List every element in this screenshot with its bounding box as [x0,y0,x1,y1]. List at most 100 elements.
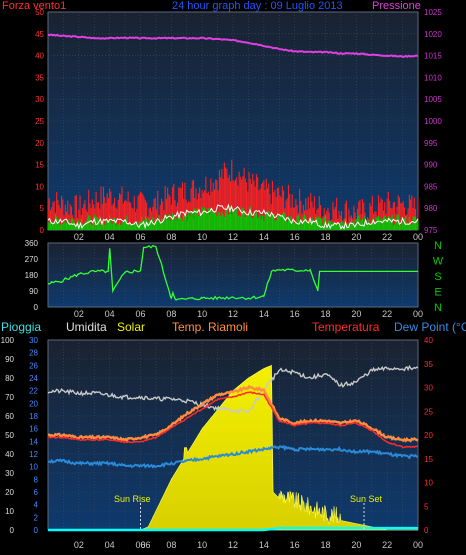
panel3-x-tick-label: 02 [74,540,84,550]
pressure-y-tick-label: 1015 [424,52,442,61]
pressure-axis-label: Pressione [372,0,421,12]
panel3-x-tick-label: 14 [259,540,269,550]
solar-y-tick-label: 28 [29,349,38,358]
solar-y-tick-label: 18 [29,412,38,421]
solar-header: Solar [117,320,146,334]
temperature-y-tick-label: 25 [424,407,433,416]
wind-average-line [47,203,419,230]
panel2-x-tick-label: 16 [290,309,300,319]
panel3-x-tick-label: 12 [228,540,238,550]
solar-y-tick-label: 8 [34,475,39,484]
panel1-x-tick-label: 18 [320,232,330,242]
wind-y-tick-label: 0 [40,226,45,235]
panel2-x-tick-label: 12 [228,309,238,319]
wind-y-tick-label: 10 [35,182,44,191]
pressure-y-tick-label: 975 [424,226,438,235]
panel3-x-tick-label: 18 [320,540,330,550]
rain-y-tick-label: 90 [5,355,14,364]
solar-y-tick-label: 10 [29,463,38,472]
panel3-x-tick-label: 16 [290,540,300,550]
rain-y-tick-label: 30 [5,469,14,478]
panel3-x-tick-label: 00 [413,540,423,550]
rain-y-tick-label: 0 [10,526,15,535]
temperature-y-tick-label: 5 [424,502,429,511]
temperature-header: Temperatura [312,320,380,334]
solar-y-tick-label: 24 [29,374,38,383]
panel2-x-tick-label: 04 [105,309,115,319]
wind-y-tick-label: 30 [35,95,44,104]
pressure-y-tick-label: 1025 [424,8,442,17]
panel2-x-tick-label: 20 [351,309,361,319]
pressure-y-tick-label: 1010 [424,73,442,82]
solar-y-tick-label: 30 [29,336,38,345]
rain-header: Pioggia [1,320,42,334]
rain-y-tick-label: 70 [5,393,14,402]
wind-y-tick-label: 45 [35,30,44,39]
compass-label: S [434,271,441,283]
wind-y-tick-label: 35 [35,73,44,82]
rain-line [48,526,418,532]
solar-y-tick-label: 26 [29,361,38,370]
panel1-x-tick-label: 00 [413,232,423,242]
solar-y-tick-label: 2 [34,513,39,522]
panel1-x-tick-label: 14 [259,232,269,242]
temperature-y-tick-label: 30 [424,384,433,393]
panel1-x-tick-label: 12 [228,232,238,242]
panel3-x-tick-label: 08 [166,540,176,550]
feel-temp-header: Temp. Riamoli [172,320,249,334]
temperature-y-tick-label: 20 [424,431,433,440]
panel1-x-tick-label: 22 [382,232,392,242]
panel1-x-tick-label: 08 [166,232,176,242]
panel2-x-tick-label: 08 [166,309,176,319]
panel2-x-tick-label: 10 [197,309,207,319]
temperature-y-tick-label: 35 [424,360,433,369]
compass-label: W [433,256,444,268]
panel3-x-tick-label: 06 [140,540,150,550]
temperature-y-tick-label: 10 [424,479,433,488]
wind-y-tick-label: 25 [35,117,44,126]
humidity-header: Umidita [66,320,107,334]
wind-axis-label: Forza vento1 [2,0,67,12]
panel1-x-tick-label: 20 [351,232,361,242]
panel1-x-tick-label: 04 [105,232,115,242]
solar-y-tick-label: 20 [29,399,38,408]
temperature-y-tick-label: 0 [424,526,429,535]
rain-y-tick-label: 40 [5,450,14,459]
wind-y-tick-label: 20 [35,139,44,148]
chart-title: 24 hour graph day : 09 Luglio 2013 [172,0,343,12]
wind-y-tick-label: 5 [40,204,45,213]
rain-y-tick-label: 80 [5,374,14,383]
solar-y-tick-label: 22 [29,387,38,396]
panel2-x-tick-label: 02 [74,309,84,319]
feel-temperature-line [47,384,419,443]
direction-y-tick-label: 90 [29,287,38,296]
temperature-line [47,391,419,449]
direction-y-tick-label: 0 [34,303,39,312]
direction-y-tick-label: 180 [25,271,39,280]
panel1-x-tick-label: 10 [197,232,207,242]
compass-label: N [434,240,442,252]
temperature-y-tick-label: 40 [424,336,433,345]
rain-y-tick-label: 20 [5,488,14,497]
humidity-line [47,364,419,415]
pressure-y-tick-label: 990 [424,161,438,170]
direction-y-tick-label: 360 [25,239,39,248]
panel3-x-tick-label: 10 [197,540,207,550]
panel1-x-tick-label: 16 [290,232,300,242]
solar-y-tick-label: 6 [34,488,39,497]
sun-rise-label: Sun Rise [114,494,151,504]
wind-direction-line [47,244,418,301]
pressure-y-tick-label: 1005 [424,95,442,104]
compass-label: E [434,287,441,299]
pressure-y-tick-label: 995 [424,139,438,148]
pressure-y-tick-label: 980 [424,204,438,213]
rain-y-tick-label: 50 [5,431,14,440]
solar-y-tick-label: 0 [34,526,39,535]
panel2-x-tick-label: 00 [413,309,423,319]
sun-set-label: Sun Set [350,494,383,504]
rain-y-tick-label: 60 [5,412,14,421]
panel3-x-tick-label: 22 [382,540,392,550]
panel2-x-tick-label: 18 [320,309,330,319]
